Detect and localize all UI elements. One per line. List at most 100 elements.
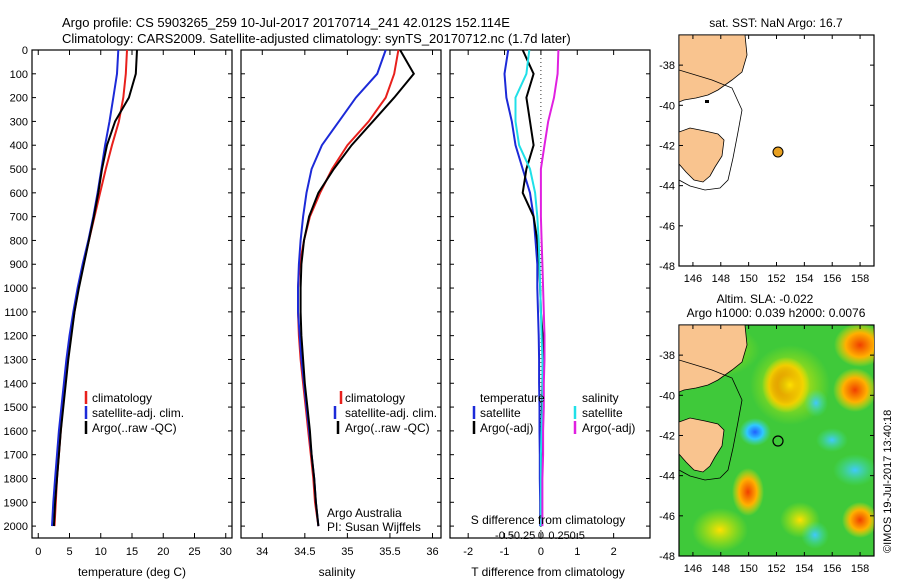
salinity-panel (240, 49, 442, 539)
salinity-series (297, 49, 416, 527)
series-line-satellite-adj-clim- (51, 49, 120, 527)
sla-map-title-line2: Argo h1000: 0.039 h2000: 0.0076 (687, 306, 866, 320)
legend-satellite-adj: satellite-adj. clim. (345, 406, 437, 420)
s-tick-label: 0.25 (548, 530, 569, 542)
sla-map-title-line1: Altim. SLA: -0.022 (717, 292, 814, 306)
x-tick-label: 34.5 (294, 546, 315, 558)
map-y-tick-label: -42 (659, 430, 675, 442)
map-x-tick-label: 150 (739, 273, 757, 285)
x-tick-label: 0 (35, 546, 41, 558)
map-x-tick-label: 152 (767, 563, 785, 575)
map-x-tick-label: 146 (684, 273, 702, 285)
x-tick-label: -1 (500, 546, 510, 558)
figure-title-line2: Climatology: CARS2009. Satellite-adjuste… (62, 31, 571, 46)
legend-argo-raw: Argo(..raw -QC) (345, 421, 430, 435)
salinity-axis-label: salinity (319, 565, 356, 579)
sst-map-ticks: 146 148 150 152 154 156 158 -38 -40 -42 -44 -46 -48 (659, 35, 874, 285)
x-tick-label: 35 (341, 546, 353, 558)
legend-temperature-title: temperature (480, 391, 545, 405)
legend-climatology: climatology (345, 391, 405, 405)
series-line-salinity-argo-adj- (539, 49, 560, 527)
y-tick-label: 1200 (4, 331, 28, 343)
y-tick-label: 400 (10, 140, 28, 152)
x-tick-label: -2 (463, 546, 473, 558)
map-y-tick-label: -48 (659, 551, 675, 563)
salinity-legend: climatology satellite-adj. clim. Argo(..… (333, 391, 437, 435)
s-difference-axis-label: S difference from climatology (471, 513, 626, 527)
series-line-argo-raw-qc- (299, 49, 416, 527)
legend-sal-argo: Argo(-adj) (582, 421, 635, 435)
y-tick-label: 2000 (4, 521, 28, 533)
map-x-tick-label: 152 (767, 273, 785, 285)
s-tick-label: 0.5 (570, 530, 585, 542)
map-y-tick-label: -44 (659, 471, 675, 483)
y-tick-label: 1300 (4, 354, 28, 366)
imos-timestamp: ©IMOS 19-Jul-2017 13:40:18 (882, 410, 894, 553)
series-line-argo-raw-qc- (52, 49, 138, 527)
difference-series (503, 49, 560, 527)
sla-argo-float-marker (772, 435, 784, 447)
map-x-tick-label: 156 (823, 563, 841, 575)
x-tick-label: 5 (66, 546, 72, 558)
temperature-legend: climatology satellite-adj. clim. Argo(..… (84, 391, 184, 435)
y-tick-label: 1000 (4, 283, 28, 295)
map-y-tick-label: -38 (659, 60, 675, 72)
s-tick-label: 0 (538, 530, 544, 542)
legend-sal-satellite: satellite (582, 406, 623, 420)
y-tick-label: 200 (10, 93, 28, 105)
temperature-axis-ticks: 0100200300400500600700800900100011001200… (4, 45, 232, 558)
temperature-panel (31, 49, 233, 539)
series-line-temperature-satellite (503, 49, 542, 527)
x-tick-label: 34 (256, 546, 268, 558)
y-tick-label: 1400 (4, 378, 28, 390)
map-y-tick-label: -38 (659, 350, 675, 362)
difference-axis-label: T difference from climatology (471, 565, 625, 579)
x-tick-label: 36 (426, 546, 438, 558)
map-y-tick-label: -48 (659, 261, 675, 273)
figure-title-line1: Argo profile: CS 5903265_259 10-Jul-2017… (62, 15, 510, 30)
x-tick-label: 35.5 (379, 546, 400, 558)
x-tick-label: 10 (95, 546, 107, 558)
map-y-tick-label: -40 (659, 390, 675, 402)
difference-panel (449, 49, 651, 539)
x-tick-label: 15 (126, 546, 138, 558)
sst-argo-float-marker (772, 146, 784, 158)
x-tick-label: 30 (220, 546, 232, 558)
map-x-tick-label: 158 (851, 563, 869, 575)
map-x-tick-label: 150 (739, 563, 757, 575)
map-y-tick-label: -40 (659, 100, 675, 112)
y-tick-label: 700 (10, 212, 28, 224)
map-y-tick-label: -44 (659, 181, 675, 193)
credit-pi: PI: Susan Wijffels (327, 520, 421, 534)
map-y-tick-label: -46 (659, 511, 675, 523)
map-y-tick-label: -46 (659, 221, 675, 233)
map-x-tick-label: 156 (823, 273, 841, 285)
credit-org: Argo Australia (327, 506, 402, 520)
sla-map-field (679, 325, 874, 552)
y-tick-label: 600 (10, 188, 28, 200)
legend-climatology: climatology (92, 391, 152, 405)
y-tick-label: 1800 (4, 473, 28, 485)
x-tick-label: 20 (157, 546, 169, 558)
map-x-tick-label: 148 (712, 273, 730, 285)
y-tick-label: 1900 (4, 497, 28, 509)
series-line-salinity-satellite (514, 49, 544, 527)
y-tick-label: 1500 (4, 402, 28, 414)
difference-legend: temperature satellite Argo(-adj) salinit… (472, 391, 635, 435)
y-tick-label: 1100 (4, 307, 28, 319)
temperature-series (51, 49, 138, 527)
sla-map-ticks: 146 148 150 152 154 156 158 -38 -40 -42 -44 -46 -48 (659, 325, 874, 575)
salinity-axis-ticks: 34 34.5 35 35.5 36 (241, 49, 441, 558)
map-x-tick-label: 154 (795, 563, 813, 575)
y-tick-label: 100 (10, 69, 28, 81)
map-x-tick-label: 148 (712, 563, 730, 575)
y-tick-label: 900 (10, 259, 28, 271)
temperature-axis-label: temperature (deg C) (78, 565, 186, 579)
x-tick-label: 1 (574, 546, 580, 558)
x-tick-label: 0 (538, 546, 544, 558)
y-tick-label: 300 (10, 116, 28, 128)
y-tick-label: 1700 (4, 450, 28, 462)
sst-map-land (679, 35, 748, 191)
legend-satellite-adj: satellite-adj. clim. (92, 406, 184, 420)
s-tick-label: -0.25 (510, 530, 535, 542)
